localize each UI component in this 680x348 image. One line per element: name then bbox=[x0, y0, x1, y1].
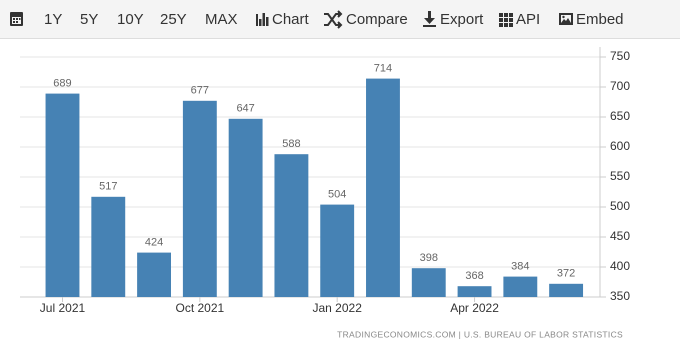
y-tick-label: 650 bbox=[610, 109, 630, 123]
value-label: 677 bbox=[191, 85, 209, 97]
bar bbox=[320, 204, 355, 297]
chart-icon[interactable] bbox=[256, 13, 269, 26]
chart-button[interactable]: Chart bbox=[272, 11, 310, 28]
compare-button[interactable]: Compare bbox=[346, 11, 408, 28]
value-label: 424 bbox=[145, 237, 163, 249]
bar bbox=[549, 283, 584, 297]
range-button[interactable]: 25Y bbox=[160, 11, 187, 28]
y-tick-label: 400 bbox=[610, 259, 630, 273]
y-tick-label: 750 bbox=[610, 49, 630, 63]
bar bbox=[228, 118, 263, 297]
value-label: 647 bbox=[236, 103, 254, 115]
value-label: 372 bbox=[557, 268, 575, 280]
value-label: 384 bbox=[511, 261, 529, 273]
compare-icon[interactable] bbox=[324, 10, 343, 29]
value-label: 588 bbox=[282, 138, 300, 150]
x-tick-label: Jul 2021 bbox=[40, 301, 86, 315]
y-tick-label: 350 bbox=[610, 289, 630, 303]
value-label: 689 bbox=[53, 78, 71, 90]
y-tick-label: 450 bbox=[610, 229, 630, 243]
bar bbox=[45, 93, 80, 297]
y-tick-label: 550 bbox=[610, 169, 630, 183]
range-button[interactable]: MAX bbox=[205, 11, 238, 28]
api-button[interactable]: API bbox=[516, 11, 540, 28]
bar bbox=[503, 276, 538, 297]
value-label: 714 bbox=[374, 63, 392, 75]
bar bbox=[274, 154, 309, 297]
calendar-icon[interactable] bbox=[10, 12, 23, 26]
bar bbox=[366, 78, 400, 297]
x-tick-label: Oct 2021 bbox=[175, 301, 224, 315]
value-label: 517 bbox=[99, 181, 117, 193]
range-button[interactable]: 1Y bbox=[44, 11, 62, 28]
bar bbox=[411, 268, 446, 297]
value-label: 368 bbox=[465, 270, 483, 282]
export-icon[interactable] bbox=[423, 11, 436, 27]
embed-button[interactable]: Embed bbox=[576, 11, 624, 28]
y-tick-label: 700 bbox=[610, 79, 630, 93]
bar bbox=[137, 252, 171, 297]
value-label: 398 bbox=[420, 252, 438, 264]
x-tick-label: Apr 2022 bbox=[450, 301, 499, 315]
embed-icon[interactable] bbox=[559, 13, 573, 25]
value-label: 504 bbox=[328, 189, 346, 201]
bar bbox=[457, 286, 492, 297]
range-button[interactable]: 10Y bbox=[117, 11, 144, 28]
bar bbox=[182, 100, 217, 297]
export-button[interactable]: Export bbox=[440, 11, 484, 28]
bar bbox=[91, 196, 126, 297]
y-tick-label: 500 bbox=[610, 199, 630, 213]
range-button[interactable]: 5Y bbox=[80, 11, 98, 28]
x-tick-label: Jan 2022 bbox=[312, 301, 362, 315]
source: TRADINGECONOMICS.COM | U.S. BUREAU OF LA… bbox=[337, 329, 623, 339]
y-tick-label: 600 bbox=[610, 139, 630, 153]
api-icon[interactable] bbox=[499, 13, 513, 27]
